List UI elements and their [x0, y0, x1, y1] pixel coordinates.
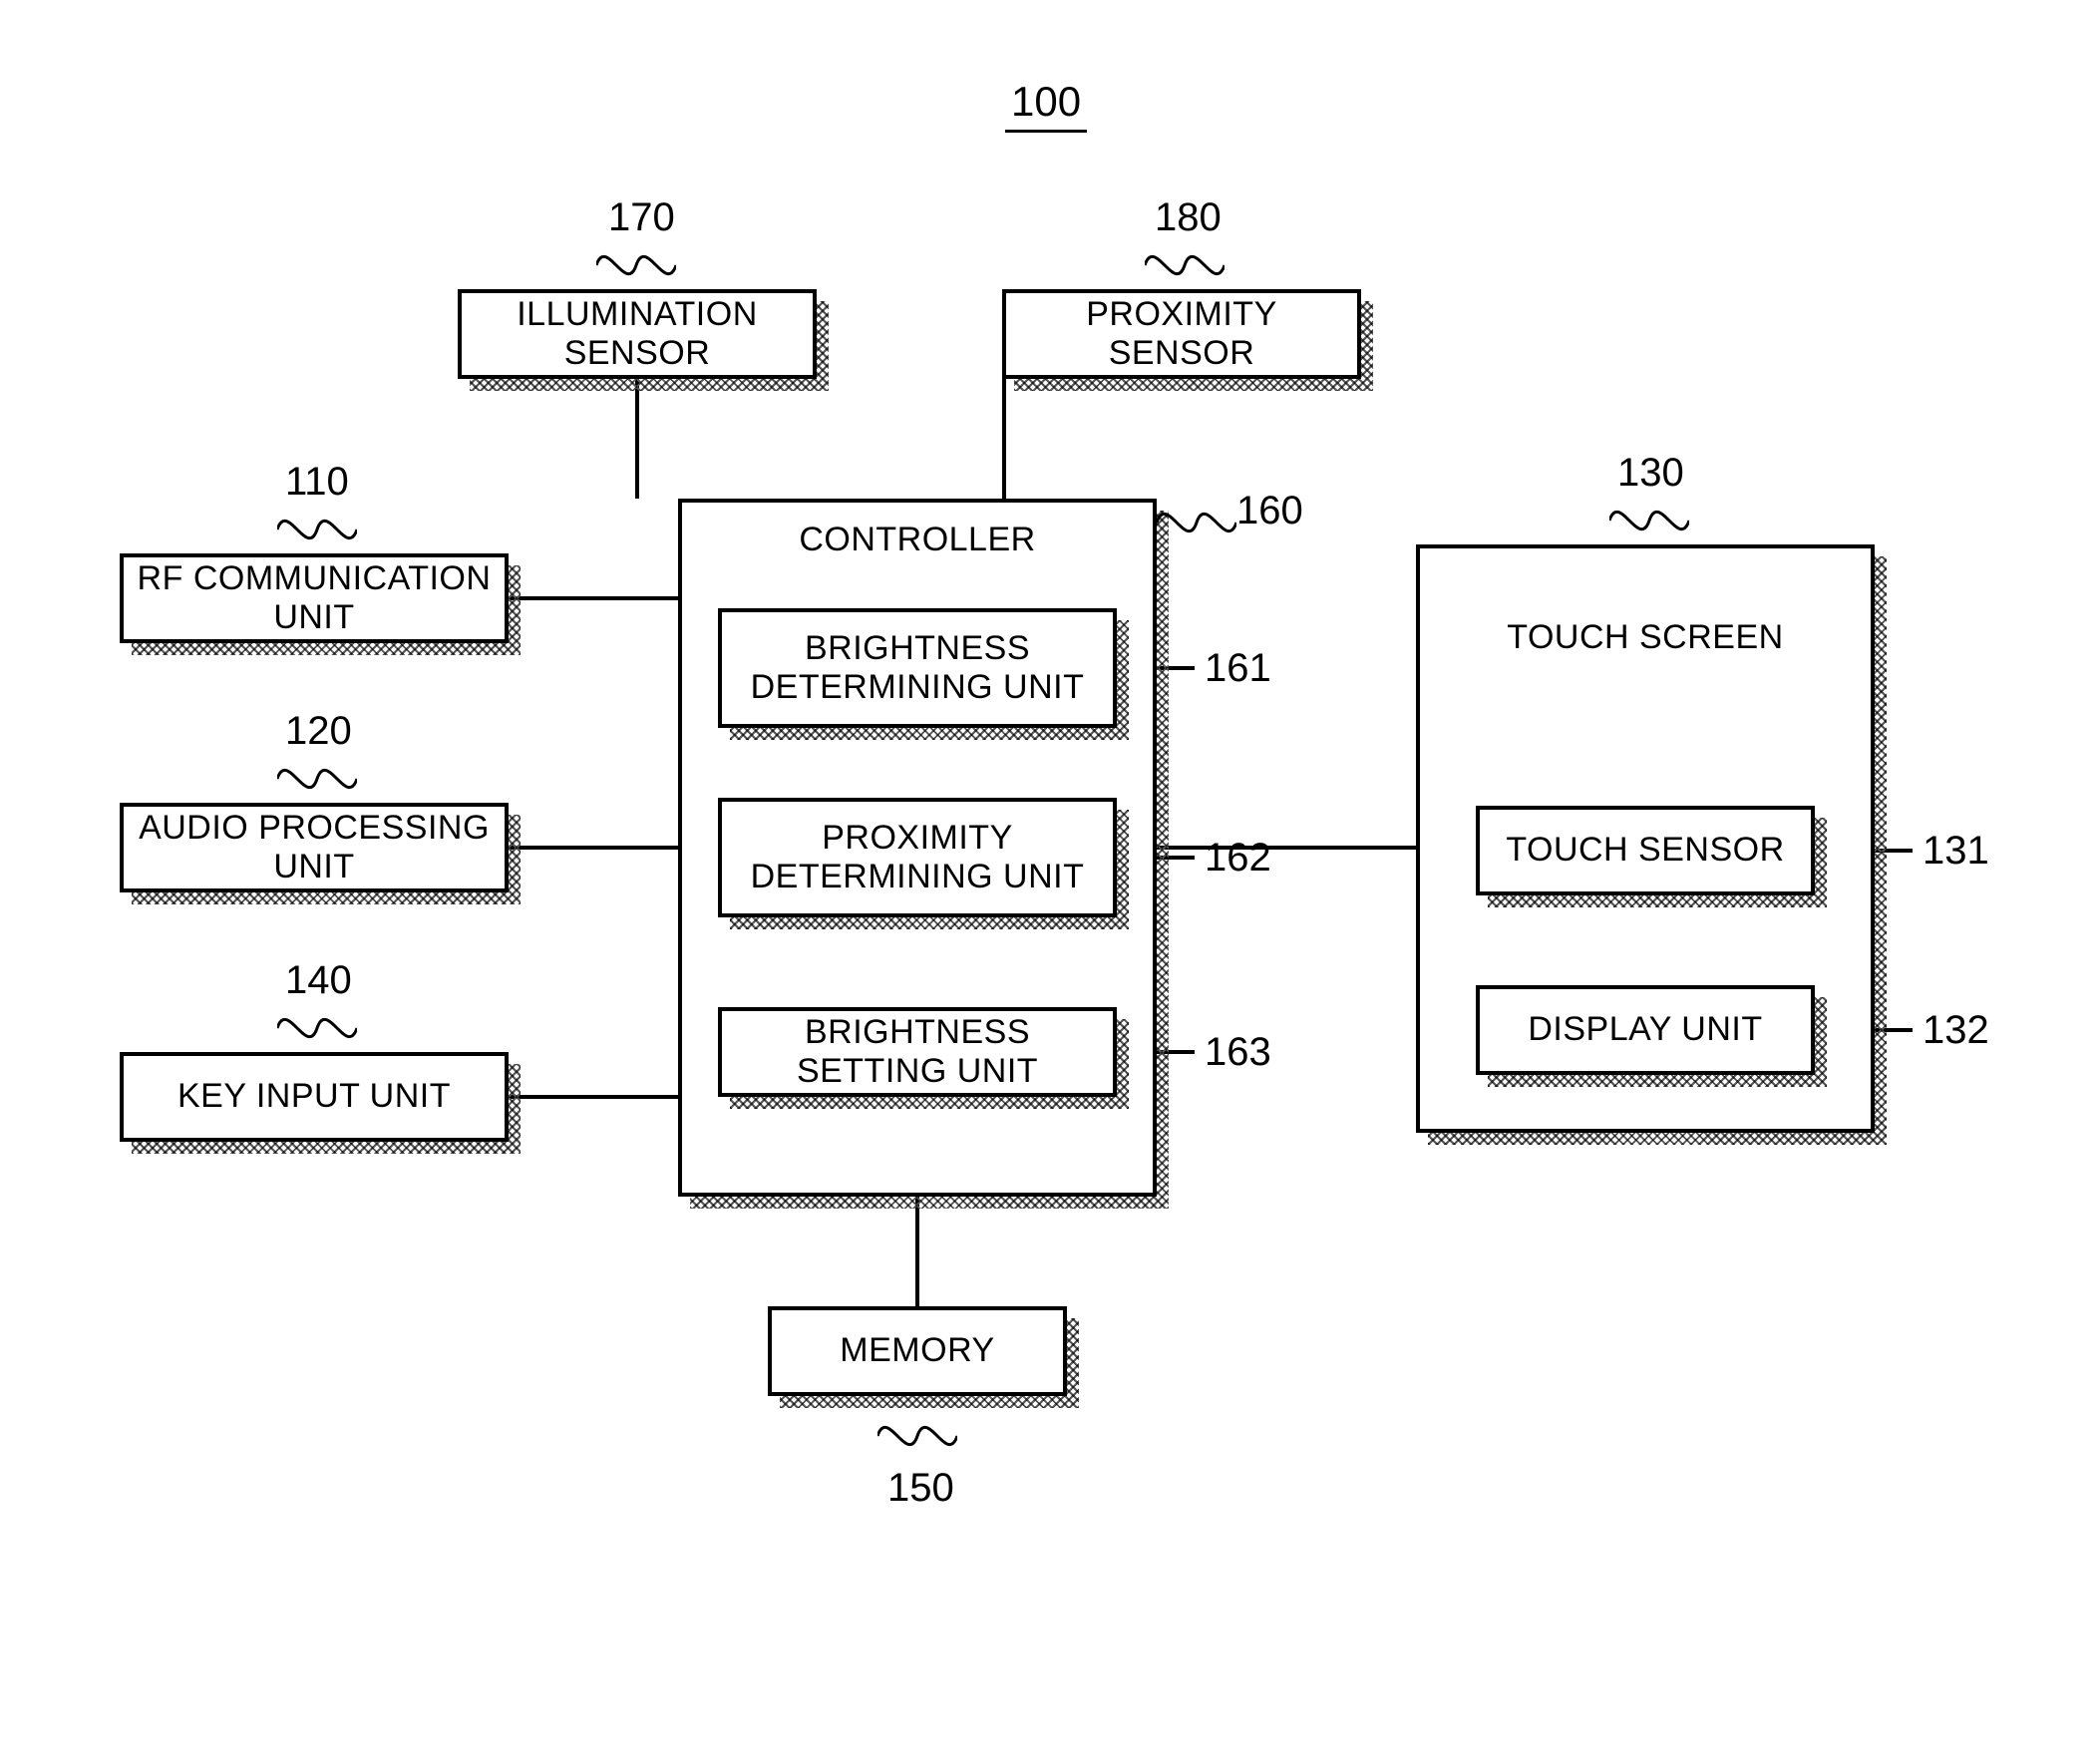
ref-squiggle	[1609, 491, 1689, 550]
brightness-determining-label: BRIGHTNESS DETERMINING UNIT	[732, 629, 1103, 707]
ref-squiggle	[1145, 235, 1224, 295]
proximity-determining-label: PROXIMITY DETERMINING UNIT	[732, 819, 1103, 896]
proximity-determining-block: PROXIMITY DETERMINING UNIT	[718, 798, 1117, 917]
ref-label: 163	[1205, 1030, 1271, 1075]
memory-block: MEMORY	[768, 1306, 1067, 1396]
ref-squiggle	[277, 500, 357, 559]
ref-label: 162	[1205, 836, 1271, 881]
audio-processing-label: AUDIO PROCESSING UNIT	[134, 809, 495, 886]
main-reference: 100	[1005, 78, 1087, 133]
ref-label: 110	[285, 460, 349, 505]
rf-communication-block: RF COMMUNICATION UNIT	[120, 553, 509, 643]
ref-label: 160	[1236, 489, 1303, 533]
ref-label: 130	[1617, 451, 1684, 496]
ref-squiggle	[277, 749, 357, 809]
ref-label: 170	[608, 195, 675, 240]
connector-line	[1002, 379, 1006, 499]
ref-label: 132	[1923, 1008, 1989, 1053]
brightness-setting-block: BRIGHTNESS SETTING UNIT	[718, 1007, 1117, 1097]
connector-line	[509, 846, 678, 850]
illumination-sensor-block: ILLUMINATION SENSOR	[458, 289, 817, 379]
ref-label: 131	[1923, 829, 1989, 874]
ref-squiggle	[277, 998, 357, 1058]
connector-line	[509, 596, 678, 600]
diagram-canvas: 100 ILLUMINATION SENSOR 170 PROXIMITY SE…	[0, 0, 2098, 1764]
touch-sensor-block: TOUCH SENSOR	[1476, 806, 1815, 895]
ref-squiggle	[1157, 493, 1236, 552]
connector-line	[509, 1095, 678, 1099]
key-input-block: KEY INPUT UNIT	[120, 1052, 509, 1142]
ref-label: 120	[285, 709, 352, 754]
audio-processing-block: AUDIO PROCESSING UNIT	[120, 803, 509, 892]
illumination-sensor-label: ILLUMINATION SENSOR	[472, 295, 803, 373]
proximity-sensor-block: PROXIMITY SENSOR	[1002, 289, 1361, 379]
memory-label: MEMORY	[840, 1331, 994, 1370]
ref-label: 161	[1205, 646, 1271, 691]
ref-label: 140	[285, 958, 352, 1003]
touchscreen-title: TOUCH SCREEN	[1420, 618, 1871, 657]
key-input-label: KEY INPUT UNIT	[177, 1077, 451, 1116]
brightness-determining-block: BRIGHTNESS DETERMINING UNIT	[718, 608, 1117, 728]
proximity-sensor-label: PROXIMITY SENSOR	[1016, 295, 1347, 373]
connector-line	[1157, 846, 1416, 850]
display-unit-block: DISPLAY UNIT	[1476, 985, 1815, 1075]
ref-label: 150	[887, 1466, 954, 1511]
controller-title: CONTROLLER	[682, 521, 1153, 559]
brightness-setting-label: BRIGHTNESS SETTING UNIT	[732, 1013, 1103, 1091]
display-unit-label: DISPLAY UNIT	[1528, 1010, 1762, 1049]
ref-squiggle	[596, 235, 676, 295]
rf-communication-label: RF COMMUNICATION UNIT	[134, 559, 495, 637]
connector-line	[635, 379, 639, 499]
ref-squiggle	[877, 1406, 957, 1466]
ref-label: 180	[1155, 195, 1222, 240]
touch-sensor-label: TOUCH SENSOR	[1506, 831, 1784, 870]
connector-line	[915, 1197, 919, 1306]
